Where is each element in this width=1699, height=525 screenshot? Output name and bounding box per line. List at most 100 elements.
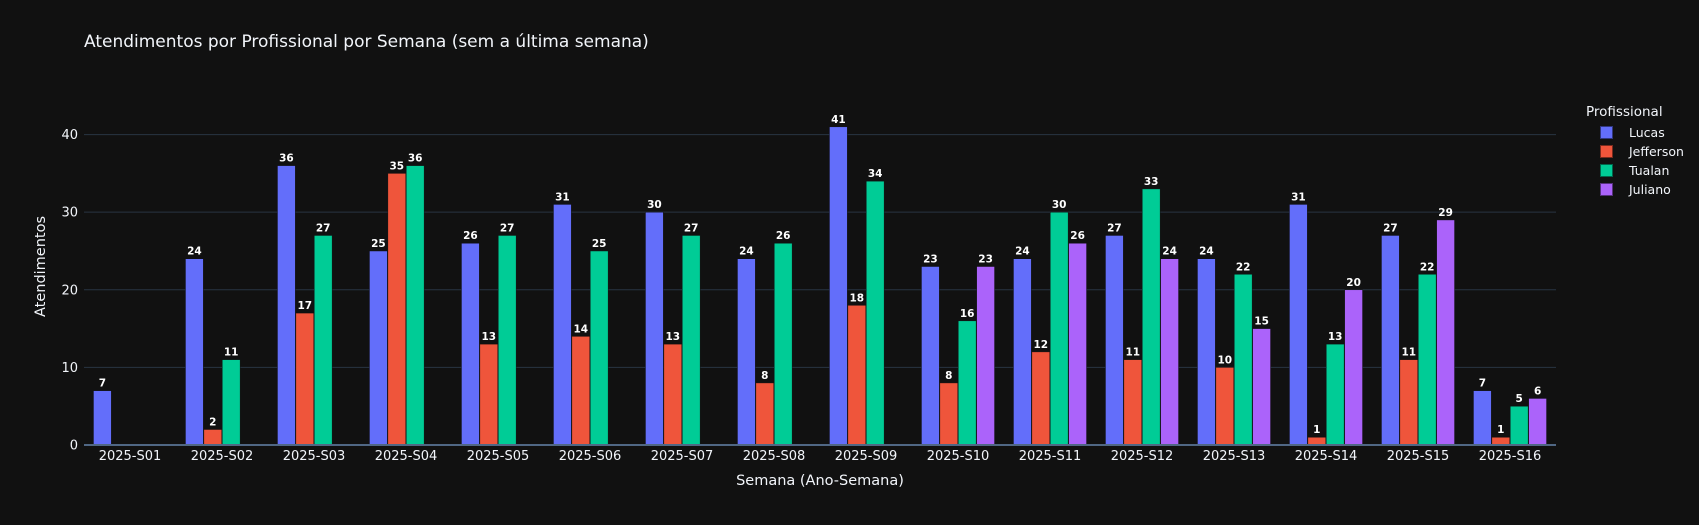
bar-jefferson <box>939 382 958 446</box>
bar-tualan <box>958 320 977 446</box>
y-tick-label: 10 <box>61 361 78 376</box>
x-tick-label: 2025-S02 <box>191 449 254 464</box>
bar-tualan <box>1326 343 1345 446</box>
bar-tualan <box>1050 211 1069 446</box>
data-label: 24 <box>1015 246 1030 258</box>
bar-tualan <box>590 250 609 446</box>
data-label: 7 <box>99 378 106 390</box>
data-label: 27 <box>316 222 331 234</box>
legend-item-jefferson[interactable]: Jefferson <box>1586 142 1684 161</box>
legend: Profissional Lucas Jefferson Tualan Juliano <box>1586 104 1684 199</box>
x-tick-label: 2025-S09 <box>835 449 898 464</box>
legend-item-tualan[interactable]: Tualan <box>1586 161 1684 180</box>
bar-lucas <box>93 390 112 446</box>
data-label: 23 <box>923 254 938 266</box>
data-label: 13 <box>665 331 680 343</box>
data-label: 23 <box>978 254 993 266</box>
legend-label: Lucas <box>1629 125 1665 140</box>
bar-jefferson <box>479 343 499 446</box>
y-tick-label: 0 <box>70 439 78 454</box>
bar-juliano <box>1160 258 1179 446</box>
x-tick-label: 2025-S06 <box>559 449 622 464</box>
bar-jefferson <box>663 343 682 446</box>
bar-lucas <box>829 126 848 446</box>
x-tick-label: 2025-S04 <box>375 449 438 464</box>
data-label: 11 <box>1125 347 1140 359</box>
data-label: 7 <box>1479 378 1486 390</box>
x-tick-label: 2025-S05 <box>467 449 530 464</box>
data-label: 24 <box>187 246 202 258</box>
x-tick-label: 2025-S03 <box>283 449 346 464</box>
x-tick-label: 2025-S07 <box>651 449 714 464</box>
legend-item-lucas[interactable]: Lucas <box>1586 123 1684 142</box>
data-label: 36 <box>408 153 423 165</box>
x-tick-label: 2025-S08 <box>743 449 806 464</box>
x-tick-label: 2025-S12 <box>1111 449 1174 464</box>
bar-jefferson <box>1307 436 1326 446</box>
data-label: 26 <box>463 230 478 242</box>
data-label: 26 <box>1070 230 1085 242</box>
bar-juliano <box>1252 328 1271 446</box>
bar-lucas <box>1473 390 1492 446</box>
legend-label: Juliano <box>1629 182 1671 197</box>
legend-swatch <box>1600 183 1613 196</box>
data-label: 30 <box>1052 199 1067 211</box>
x-tick-label: 2025-S16 <box>1479 449 1542 464</box>
bar-lucas <box>185 258 204 446</box>
x-tick-label: 2025-S11 <box>1019 449 1082 464</box>
legend-title: Profissional <box>1586 104 1663 120</box>
x-tick-label: 2025-S14 <box>1295 449 1358 464</box>
bar-juliano <box>1436 219 1455 446</box>
bar-lucas <box>1013 258 1032 446</box>
bar-tualan <box>314 235 333 446</box>
data-label: 1 <box>1313 424 1320 436</box>
bar-jefferson <box>1491 436 1510 446</box>
data-label: 16 <box>960 308 975 320</box>
bar-tualan <box>774 242 793 446</box>
legend-swatch <box>1600 126 1613 139</box>
legend-label: Jefferson <box>1629 144 1684 159</box>
bar-jefferson <box>1031 351 1050 446</box>
data-label: 26 <box>776 230 791 242</box>
data-label: 8 <box>945 370 952 382</box>
data-label: 27 <box>684 222 699 234</box>
data-label: 30 <box>647 199 662 211</box>
bar-tualan <box>406 165 425 446</box>
y-axis-title: Atendimentos <box>33 216 49 317</box>
bar-juliano <box>976 266 995 446</box>
data-label: 11 <box>224 347 239 359</box>
legend-label: Tualan <box>1629 163 1670 178</box>
data-label: 27 <box>1107 222 1122 234</box>
bar-tualan <box>222 359 241 446</box>
x-axis-title: Semana (Ano-Semana) <box>736 473 904 489</box>
data-label: 6 <box>1534 385 1541 397</box>
axes: 0 10 20 30 40 2025-S01 2025-S02 2025-S03 2025-S0… <box>33 128 1556 489</box>
data-label: 24 <box>739 246 754 258</box>
data-label: 25 <box>371 238 386 250</box>
data-label: 35 <box>389 160 404 172</box>
bar-juliano <box>1068 242 1087 446</box>
bar-tualan <box>1510 405 1529 446</box>
data-label: 24 <box>1162 246 1177 258</box>
data-label: 10 <box>1217 354 1232 366</box>
legend-item-juliano[interactable]: Juliano <box>1586 180 1684 199</box>
bar-jefferson <box>847 305 866 446</box>
bar-lucas <box>921 266 940 446</box>
data-label: 17 <box>297 300 312 312</box>
y-tick-label: 20 <box>61 283 78 298</box>
x-tick-label: 2025-S10 <box>927 449 990 464</box>
data-label: 31 <box>1291 191 1306 203</box>
bar-juliano <box>1344 289 1363 446</box>
bar-lucas <box>1381 235 1400 446</box>
data-label: 24 <box>1199 246 1214 258</box>
data-label: 33 <box>1144 176 1159 188</box>
x-tick-label: 2025-S15 <box>1387 449 1450 464</box>
data-label: 41 <box>831 114 846 126</box>
bar-tualan <box>1234 274 1253 446</box>
data-label: 5 <box>1516 393 1523 405</box>
data-label: 29 <box>1438 207 1453 219</box>
bar-tualan <box>1142 188 1161 446</box>
data-label: 31 <box>555 191 570 203</box>
y-tick-label: 30 <box>61 206 78 221</box>
bar-jefferson <box>203 429 223 446</box>
